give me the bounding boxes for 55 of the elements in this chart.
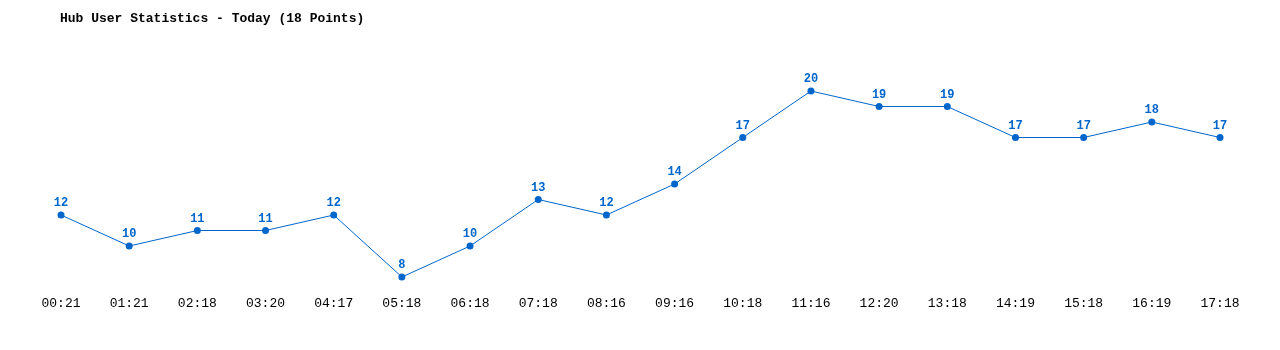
data-label: 11: [258, 211, 273, 226]
x-tick-label: 11:16: [791, 296, 831, 311]
point: [875, 103, 883, 110]
point: [943, 103, 951, 110]
data-label: 18: [1144, 103, 1160, 117]
point: [262, 227, 270, 234]
x-tick-label: 15:18: [1064, 296, 1104, 311]
x-tick-label: 13:18: [927, 296, 967, 311]
point: [1148, 118, 1156, 126]
data-label: 20: [803, 72, 819, 86]
x-tick-label: 04:17: [314, 296, 354, 311]
point: [1216, 134, 1224, 141]
data-label: 12: [599, 196, 614, 210]
data-label: 8: [398, 258, 406, 272]
data-label: 17: [735, 118, 750, 133]
point: [1080, 134, 1088, 141]
x-tick-label: 12:20: [859, 296, 899, 311]
data-label: 11: [190, 211, 205, 226]
data-label: 10: [121, 227, 137, 241]
x-tick-label: 06:18: [450, 296, 490, 311]
point: [602, 211, 610, 219]
x-tick-label: 02:18: [177, 296, 217, 311]
point: [739, 134, 747, 141]
point: [534, 196, 542, 203]
point: [57, 211, 65, 219]
data-label: 19: [940, 87, 955, 102]
data-label: 12: [326, 196, 341, 210]
x-tick-label: 08:16: [586, 296, 626, 311]
point: [671, 180, 679, 188]
data-label: 17: [1076, 118, 1091, 133]
x-tick-label: 07:18: [518, 296, 558, 311]
x-tick-label: 10:18: [723, 296, 763, 311]
data-label: 19: [871, 87, 887, 102]
point: [466, 242, 474, 250]
x-tick-label: 14:19: [995, 296, 1035, 311]
data-label: 10: [462, 227, 478, 241]
point: [1011, 134, 1019, 141]
data-label: 17: [1008, 118, 1023, 133]
data-label: 13: [531, 180, 546, 195]
point: [125, 242, 133, 250]
point: [807, 87, 815, 95]
x-tick-label: 05:18: [382, 296, 422, 311]
x-tick-label: 16:19: [1132, 296, 1172, 311]
data-label: 17: [1212, 118, 1228, 133]
data-label: 12: [53, 196, 69, 210]
point: [398, 273, 406, 281]
data-label: 14: [667, 165, 682, 179]
x-tick-label: 03:20: [246, 296, 286, 311]
x-tick-label: 00:21: [41, 296, 81, 311]
point: [193, 227, 201, 234]
chart-title: Hub User Statistics - Today (18 Points): [60, 11, 365, 26]
x-tick-label: 17:18: [1200, 296, 1240, 311]
x-tick-label: 01:21: [109, 296, 149, 311]
point: [330, 211, 338, 219]
x-tick-label: 09:16: [655, 296, 695, 311]
